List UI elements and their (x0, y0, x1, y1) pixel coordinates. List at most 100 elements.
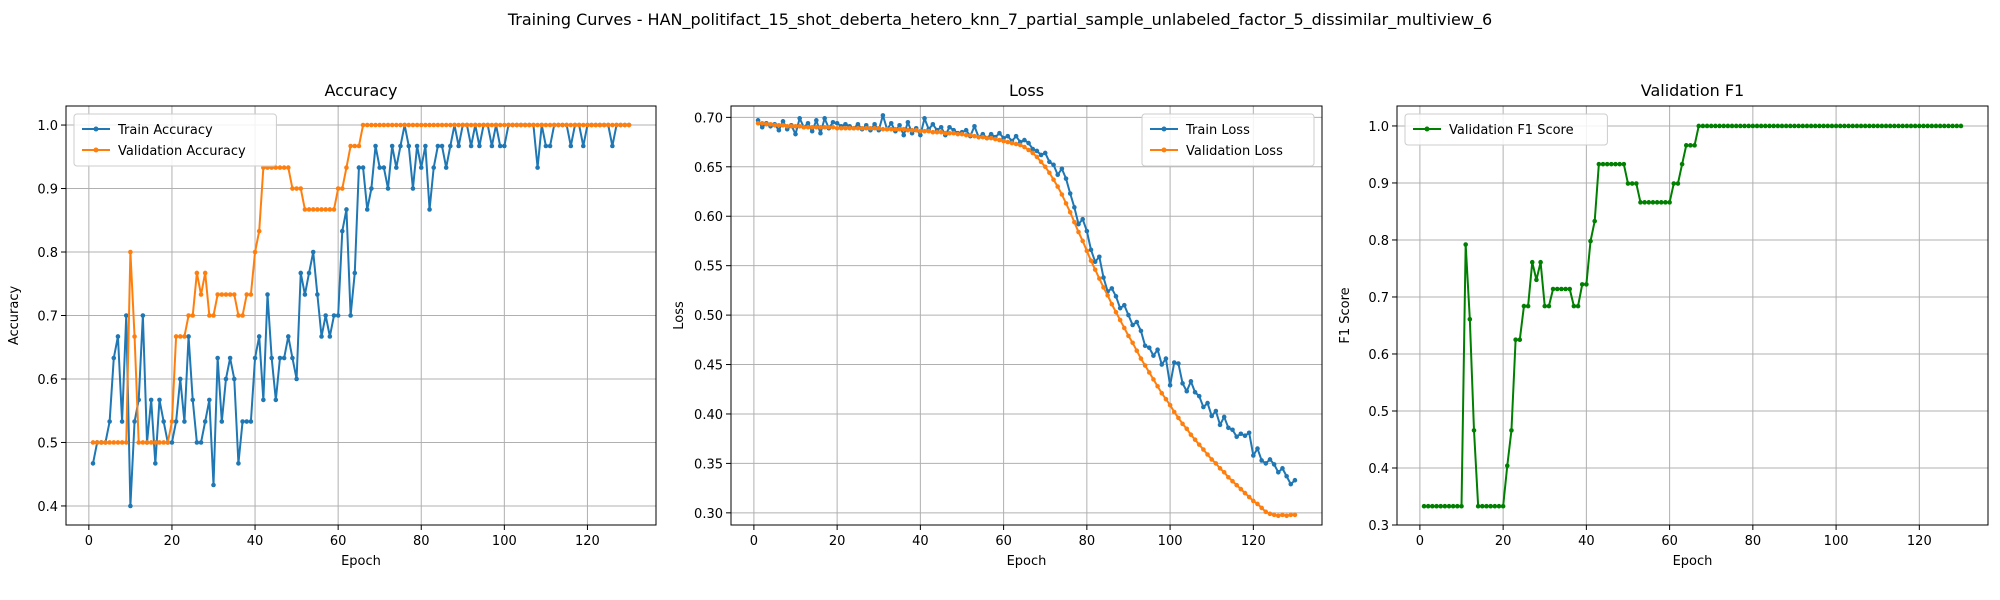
data-point (1097, 276, 1102, 281)
data-point (1484, 503, 1489, 509)
data-point (1001, 138, 1006, 144)
data-point (614, 122, 619, 128)
data-point (406, 122, 412, 128)
data-point (1159, 390, 1165, 396)
x-tick-label: 0 (750, 534, 758, 549)
data-point (1692, 143, 1697, 148)
data-point (1721, 123, 1727, 129)
data-point (1763, 123, 1768, 129)
data-point (888, 121, 894, 126)
data-point (1088, 258, 1094, 264)
data-point (373, 143, 378, 149)
data-point (1138, 328, 1144, 334)
data-point (1600, 161, 1606, 167)
data-point (477, 143, 482, 149)
data-point (1704, 123, 1710, 129)
x-tick-label: 120 (1907, 534, 1932, 549)
data-point (1092, 267, 1098, 272)
data-point (502, 143, 507, 149)
data-point (369, 186, 374, 191)
data-point (610, 122, 615, 128)
data-point (543, 143, 549, 149)
data-point (522, 122, 528, 128)
data-point (1101, 275, 1106, 280)
data-point (1900, 123, 1905, 129)
data-point (1442, 503, 1448, 509)
data-point (373, 122, 378, 128)
data-point (1742, 123, 1747, 129)
x-tick-label: 40 (912, 534, 929, 549)
data-point (418, 122, 424, 128)
data-point (568, 122, 574, 128)
data-point (784, 123, 790, 129)
y-tick-label: 0.8 (37, 246, 58, 261)
data-point (847, 125, 852, 131)
data-point (1925, 123, 1930, 129)
data-point (1642, 200, 1647, 205)
data-point (859, 125, 865, 131)
data-point (1767, 123, 1772, 129)
data-point (381, 122, 387, 128)
data-point (381, 165, 387, 170)
legend-label: Train Loss (1185, 123, 1250, 138)
data-point (128, 503, 133, 509)
data-point (439, 143, 445, 149)
data-point (843, 125, 848, 131)
data-point (107, 440, 112, 445)
y-tick-label: 0.40 (694, 408, 723, 423)
data-point (1792, 123, 1797, 129)
data-point (489, 143, 495, 149)
data-point (564, 122, 569, 128)
data-point (427, 207, 432, 212)
data-point (959, 131, 965, 137)
data-point (1421, 503, 1427, 509)
data-point (930, 129, 936, 135)
data-point (1658, 200, 1664, 205)
data-point (1042, 164, 1048, 170)
data-point (922, 116, 927, 121)
data-point (1234, 482, 1239, 488)
data-point (1034, 154, 1040, 160)
data-point (834, 121, 840, 126)
data-point (1604, 161, 1610, 167)
series-validation-f1-score (1421, 123, 1964, 509)
data-point (1255, 446, 1260, 451)
data-point (1063, 201, 1069, 206)
data-point (502, 122, 507, 128)
x-tick-label: 100 (1158, 534, 1183, 549)
data-point (1854, 123, 1860, 129)
data-point (310, 207, 316, 212)
data-point (1180, 421, 1185, 427)
data-point (456, 143, 461, 149)
data-point (1871, 123, 1876, 129)
data-point (1192, 437, 1198, 442)
data-point (302, 292, 308, 297)
data-point (1022, 137, 1027, 143)
data-point (1146, 370, 1152, 375)
data-point (281, 355, 287, 361)
data-point (780, 122, 786, 128)
x-tick-label: 120 (1241, 534, 1266, 549)
data-point (1184, 388, 1190, 394)
legend-label: Validation Accuracy (118, 144, 246, 159)
data-point (1092, 259, 1098, 265)
data-point (1209, 413, 1215, 419)
data-point (310, 249, 316, 255)
data-point (1942, 123, 1947, 129)
data-point (1213, 408, 1219, 414)
data-point (1097, 254, 1102, 260)
data-point (294, 376, 299, 382)
data-point (755, 121, 761, 126)
data-point (1559, 286, 1564, 292)
data-point (764, 121, 769, 127)
data-point (119, 440, 125, 445)
data-point (547, 122, 553, 128)
data-point (182, 334, 187, 339)
x-tick-label: 0 (1416, 534, 1424, 549)
data-point (1459, 503, 1464, 509)
data-point (468, 143, 474, 149)
data-point (580, 122, 586, 128)
data-point (1513, 337, 1518, 343)
data-point (281, 165, 287, 170)
data-point (173, 419, 179, 424)
